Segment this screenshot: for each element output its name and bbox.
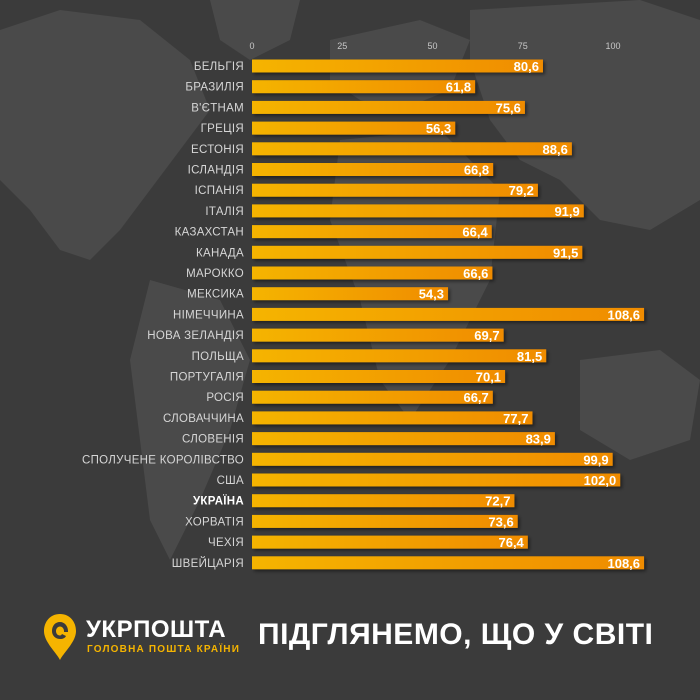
value-label: 88,6 <box>543 142 568 157</box>
value-label: 54,3 <box>419 287 444 302</box>
bar <box>252 390 493 404</box>
category-label: НІМЕЧЧИНА <box>173 309 244 321</box>
category-label: СПОЛУЧЕНЕ КОРОЛІВСТВО <box>82 454 244 466</box>
bars-group: БЕЛЬГІЯ 80,6 БРАЗИЛІЯ 61,8 В'ЄТНАМ 75,6 ГРЕЦІЯ… <box>82 59 645 571</box>
category-label: США <box>217 475 244 487</box>
value-label: 70,1 <box>476 370 501 385</box>
category-label: ХОРВАТІЯ <box>185 516 244 528</box>
bar <box>252 535 528 549</box>
bar <box>252 432 555 446</box>
value-label: 56,3 <box>426 121 451 136</box>
category-label: ЧЕХІЯ <box>208 537 244 549</box>
bar <box>252 349 547 363</box>
category-label: КАНАДА <box>196 247 244 259</box>
category-label: РОСІЯ <box>206 392 244 404</box>
category-label: ІСПАНІЯ <box>195 185 244 197</box>
value-label: 77,7 <box>503 411 528 426</box>
bar <box>252 204 584 218</box>
category-label: БЕЛЬГІЯ <box>194 61 244 73</box>
x-tick-label: 25 <box>337 41 347 51</box>
bar <box>252 100 525 114</box>
x-tick-label: 100 <box>605 41 620 51</box>
brand-slogan: ГОЛОВНА ПОШТА КРАЇНИ <box>87 644 241 655</box>
value-label: 91,9 <box>554 204 579 219</box>
australia-shape <box>580 350 700 460</box>
value-label: 76,4 <box>498 535 524 550</box>
category-label: ЕСТОНІЯ <box>191 144 244 156</box>
category-label: МЕКСИКА <box>187 289 244 301</box>
bar <box>252 80 476 94</box>
brand-name: УКРПОШТА <box>86 616 227 643</box>
value-label: 108,6 <box>607 556 640 571</box>
bar <box>252 328 504 342</box>
value-label: 69,7 <box>474 328 499 343</box>
category-label: ПОЛЬЩА <box>192 351 244 363</box>
bar <box>252 245 583 259</box>
bar <box>252 473 621 487</box>
bar <box>252 142 572 156</box>
category-label: ШВЕЙЦАРІЯ <box>172 557 244 570</box>
headline: ПІДГЛЯНЕМО, ЩО У СВІТІ <box>258 618 654 651</box>
bar <box>252 556 645 570</box>
north-america-shape <box>0 10 210 260</box>
value-label: 61,8 <box>446 80 471 95</box>
value-label: 81,5 <box>517 349 542 364</box>
category-label: ІТАЛІЯ <box>205 206 244 218</box>
value-label: 66,7 <box>463 390 488 405</box>
bar <box>252 287 449 301</box>
bar <box>252 59 543 73</box>
bar <box>252 494 515 508</box>
bar <box>252 163 494 176</box>
category-label: УКРАЇНА <box>193 495 244 508</box>
value-label: 73,6 <box>488 514 513 529</box>
asia-shape <box>470 0 700 230</box>
category-label: ІСЛАНДІЯ <box>188 165 244 177</box>
bar <box>252 121 456 135</box>
category-label: ГРЕЦІЯ <box>201 123 244 135</box>
value-label: 72,7 <box>485 494 510 509</box>
x-tick-label: 0 <box>249 41 254 51</box>
category-label: СЛОВЕНІЯ <box>182 434 244 446</box>
south-america-shape <box>130 280 250 560</box>
value-label: 66,4 <box>462 225 488 240</box>
value-label: 108,6 <box>607 307 640 322</box>
value-label: 79,2 <box>509 183 534 198</box>
value-label: 91,5 <box>553 245 578 260</box>
x-axis-ticks: 0 25 50 75 100 <box>249 41 620 51</box>
value-label: 80,6 <box>514 59 539 74</box>
category-label: КАЗАХСТАН <box>175 227 244 239</box>
value-label: 75,6 <box>496 100 521 115</box>
category-label: ПОРТУГАЛІЯ <box>170 372 244 384</box>
category-label: МАРОККО <box>186 268 244 280</box>
bar <box>252 514 518 528</box>
category-label: СЛОВАЧЧИНА <box>163 413 244 425</box>
bar <box>252 225 492 239</box>
value-label: 102,0 <box>584 473 617 488</box>
bar <box>252 411 533 425</box>
value-label: 99,9 <box>583 452 608 467</box>
bar <box>252 183 538 197</box>
value-label: 66,6 <box>463 266 488 281</box>
value-label: 83,9 <box>526 432 551 447</box>
bar <box>252 266 493 280</box>
bar <box>252 452 613 466</box>
category-label: НОВА ЗЕЛАНДІЯ <box>147 330 244 342</box>
x-tick-label: 50 <box>427 41 437 51</box>
x-tick-label: 75 <box>518 41 528 51</box>
value-label: 66,8 <box>464 163 489 178</box>
bar <box>252 307 645 321</box>
category-label: БРАЗИЛІЯ <box>185 82 244 94</box>
ukrposhta-pin-icon <box>44 614 76 660</box>
greenland-shape <box>210 0 300 60</box>
category-label: В'ЄТНАМ <box>191 102 244 114</box>
bar <box>252 370 506 383</box>
bar-chart: 0 25 50 75 100 БЕЛЬГІЯ 80,6 БРАЗИЛІЯ 61,8 В'ЄТНА… <box>82 41 645 571</box>
